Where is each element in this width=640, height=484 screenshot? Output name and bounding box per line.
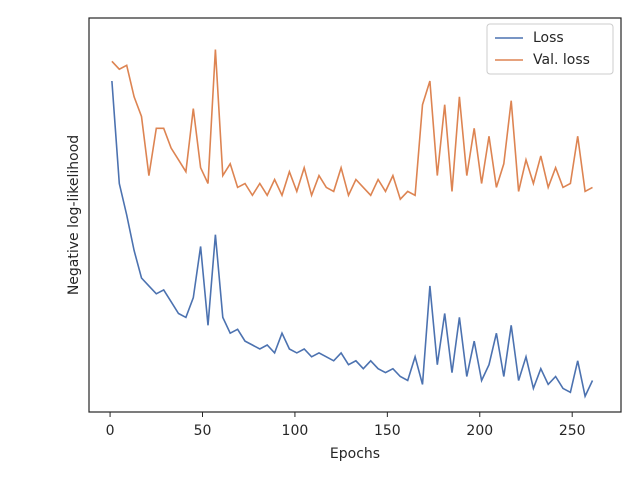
x-tick-label: 200	[466, 423, 493, 439]
x-tick-label: 0	[106, 423, 115, 439]
line-series	[111, 49, 593, 201]
x-tick-label: 150	[374, 423, 401, 439]
legend-label: Loss	[533, 30, 564, 46]
plot-frame	[88, 17, 622, 413]
x-tick-label: 50	[194, 423, 212, 439]
x-axis-label: Epochs	[330, 446, 380, 462]
line-series	[111, 80, 594, 399]
legend-label: Val. loss	[533, 52, 590, 68]
x-tick-label: 100	[282, 423, 309, 439]
x-tick-label: 250	[559, 423, 586, 439]
legend-box	[486, 23, 614, 75]
y-axis-label: Negative log-likelihood	[66, 135, 82, 295]
